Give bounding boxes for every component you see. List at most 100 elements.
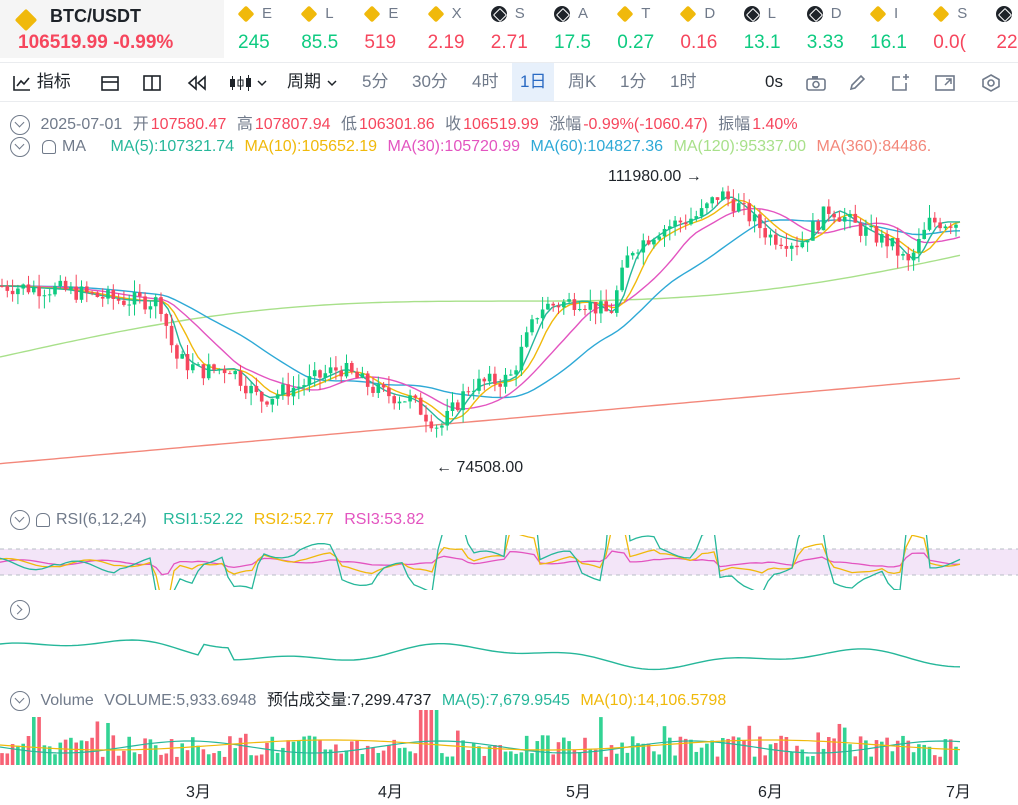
volume-bar	[106, 722, 110, 765]
period-dropdown[interactable]: 周期	[287, 63, 338, 101]
ticker-item[interactable]: A 17.5	[542, 0, 602, 58]
candle-body	[699, 208, 704, 217]
volume-bar	[763, 755, 767, 765]
active-symbol[interactable]: BTC/USDT 106519.99 -0.99%	[0, 0, 224, 58]
bell-icon[interactable]	[42, 140, 56, 154]
volume-bar	[514, 753, 518, 765]
ticker-item[interactable]: 22.	[984, 0, 1018, 58]
candle-body	[63, 280, 68, 290]
calendar-icon[interactable]	[100, 63, 120, 101]
volume-bar	[180, 743, 184, 765]
ticker-item[interactable]: L 85.5	[289, 0, 349, 58]
ticker-item[interactable]: D 0.16	[668, 0, 728, 58]
candle-body	[933, 217, 937, 223]
collapse-icon[interactable]	[10, 510, 30, 530]
candle-type-selector[interactable]	[228, 63, 268, 101]
candle-body	[318, 370, 322, 378]
ma10-value: MA(10):105652.19	[244, 138, 378, 156]
volume-bar	[47, 746, 52, 765]
volume-bar	[800, 749, 805, 765]
rewind-icon[interactable]	[186, 63, 208, 101]
candle-body	[307, 376, 312, 386]
volume-bar	[657, 754, 661, 765]
candle-body	[90, 292, 94, 294]
collapse-icon[interactable]	[10, 114, 30, 135]
volume-bar	[244, 733, 248, 765]
period-1h[interactable]: 1时	[670, 72, 697, 91]
candle-body	[646, 240, 651, 245]
volume-bar	[864, 740, 868, 765]
ticker-item[interactable]: E 245	[226, 0, 286, 58]
symbol-price: 106519.99 -0.99%	[18, 32, 174, 53]
period-5m[interactable]: 5分	[362, 72, 389, 91]
ticker-item-name: L	[325, 5, 334, 22]
expand-icon[interactable]	[934, 63, 956, 101]
ticker-item-name: S	[957, 5, 968, 22]
layout-icon[interactable]	[142, 63, 162, 101]
ticker-bar: BTC/USDT 106519.99 -0.99% E 245 L 85.5 E 519 X…	[0, 0, 1018, 60]
candle-body	[593, 301, 598, 314]
volume-bar	[493, 745, 497, 765]
close-value: 106519.99	[463, 116, 539, 133]
ticker-item[interactable]: S 0.0(	[921, 0, 981, 58]
volume-bar	[572, 749, 577, 765]
volume-bar	[911, 752, 916, 765]
coin-icon	[996, 6, 1013, 22]
candle-body	[901, 254, 905, 256]
low-annotation: ← 74508.00	[436, 459, 524, 476]
ticker-item[interactable]: T 0.27	[605, 0, 665, 58]
candle-body	[233, 371, 237, 375]
ticker-item-value: 0.0(	[933, 32, 966, 53]
collapse-icon[interactable]	[10, 690, 30, 711]
ticker-item[interactable]: S 2.71	[479, 0, 539, 58]
open-value: 107580.47	[150, 116, 227, 133]
volume-bar	[752, 756, 757, 765]
candle-body	[397, 401, 402, 404]
volume-bar	[456, 730, 460, 765]
collapse-icon[interactable]	[10, 137, 30, 157]
volume-bar	[254, 755, 259, 765]
period-1m[interactable]: 1分	[620, 72, 647, 91]
pencil-icon[interactable]	[848, 63, 868, 101]
volume-bar	[153, 745, 158, 765]
bnb-icon	[363, 5, 381, 23]
candle-body	[16, 288, 20, 295]
volume-bar	[895, 740, 900, 765]
ticker-item[interactable]: E 519	[352, 0, 412, 58]
camera-icon[interactable]	[805, 63, 827, 101]
volume-bar	[387, 745, 391, 765]
period-week[interactable]: 周K	[568, 72, 597, 91]
period-1d[interactable]: 1日	[512, 63, 555, 101]
volume-bar	[32, 717, 36, 765]
seconds-button[interactable]: 0s	[765, 72, 783, 91]
ticker-item-name: E	[262, 5, 273, 22]
candle-body	[890, 238, 895, 247]
volume-bar	[334, 744, 338, 765]
volume-bar	[116, 755, 121, 765]
volume-bar	[381, 750, 386, 765]
period-30m[interactable]: 30分	[412, 72, 448, 91]
coin-icon	[806, 6, 823, 22]
expand-arrow-icon[interactable]	[10, 600, 30, 620]
estimated-volume: 预估成交量:7,299.4737	[266, 692, 432, 709]
ticker-item[interactable]: I 16.1	[858, 0, 918, 58]
candle-body	[265, 401, 269, 405]
candle-body	[652, 239, 656, 245]
ticker-item[interactable]: X 2.19	[416, 0, 476, 58]
settings-icon[interactable]	[980, 63, 1002, 101]
ticker-item[interactable]: L 13.1	[732, 0, 792, 58]
indicator-chart[interactable]	[0, 620, 1018, 680]
indicator-button[interactable]: 指标	[12, 63, 71, 101]
volume-bar	[429, 710, 434, 765]
bell-icon[interactable]	[36, 513, 50, 527]
volume-chart[interactable]	[0, 705, 1018, 770]
add-chart-icon[interactable]	[890, 63, 912, 101]
volume-bar	[588, 749, 593, 765]
rsi-chart[interactable]	[0, 535, 1018, 590]
ma-legend: MA MA(5):107321.74 MA(10):105652.19 MA(3…	[10, 137, 937, 157]
candle-body	[164, 313, 169, 326]
ticker-item[interactable]: D 3.33	[795, 0, 855, 58]
price-chart[interactable]	[0, 160, 1018, 500]
volume-bar	[736, 737, 741, 765]
period-4h[interactable]: 4时	[472, 72, 499, 91]
